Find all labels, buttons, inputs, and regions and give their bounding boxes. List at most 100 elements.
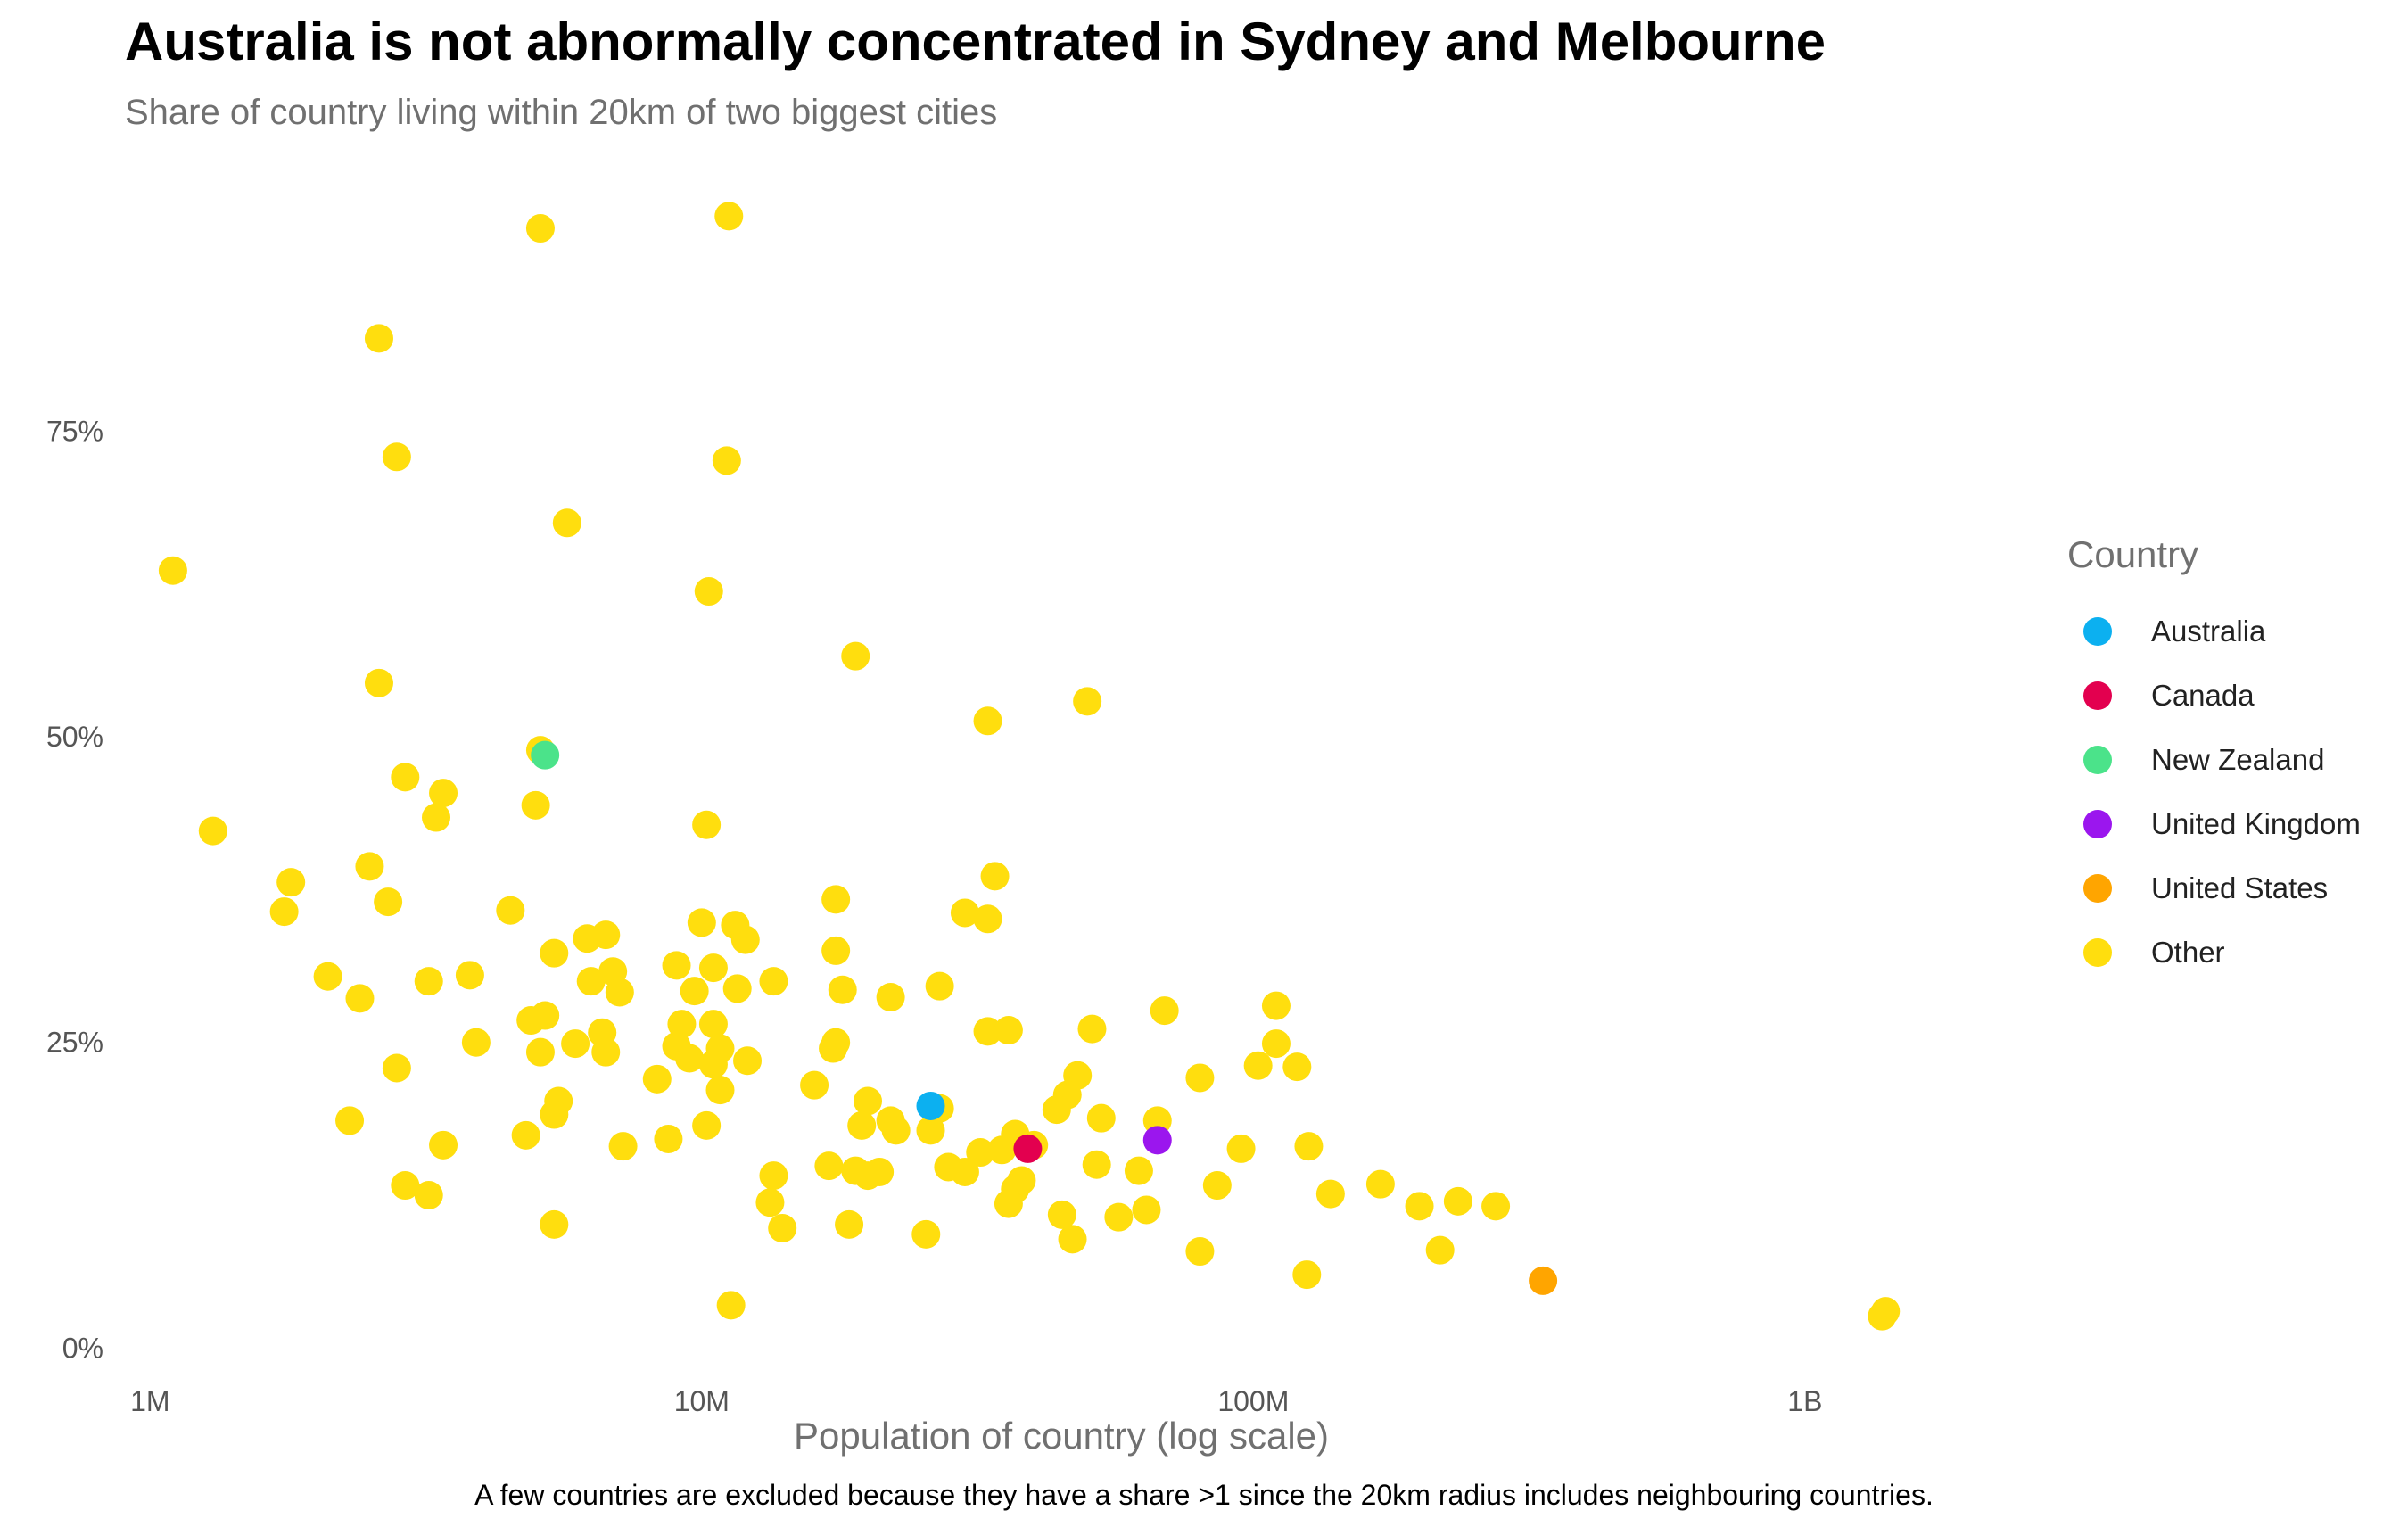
point-other xyxy=(158,556,187,585)
point-other xyxy=(345,984,375,1013)
point-other xyxy=(814,1151,844,1181)
point-other xyxy=(755,1188,785,1217)
point-other xyxy=(1042,1095,1071,1125)
point-other xyxy=(1202,1171,1232,1201)
point-other xyxy=(642,1064,672,1094)
point-other xyxy=(680,977,709,1006)
point-other xyxy=(662,951,691,980)
point-other xyxy=(692,1110,722,1140)
point-other xyxy=(768,1214,797,1242)
point-other xyxy=(1481,1192,1511,1221)
legend-item-canada: Canada xyxy=(2067,664,2361,728)
y-tick-label: 50% xyxy=(46,721,103,753)
point-other xyxy=(966,1138,995,1168)
point-other xyxy=(973,904,1002,934)
point-other xyxy=(841,641,870,671)
point-other xyxy=(525,214,555,243)
point-other xyxy=(540,1100,569,1129)
point-other xyxy=(980,862,1010,891)
point-other xyxy=(1282,1052,1312,1082)
point-other xyxy=(355,852,384,881)
point-other xyxy=(733,1046,763,1076)
data-points xyxy=(158,202,1901,1331)
point-other xyxy=(714,202,744,231)
point-other xyxy=(414,1181,443,1209)
point-other xyxy=(828,975,857,1004)
point-other xyxy=(1077,1014,1107,1044)
point-other xyxy=(987,1135,1017,1165)
legend-item-united-states: United States xyxy=(2067,856,2361,920)
point-other xyxy=(1315,1179,1345,1209)
legend-item-united-kingdom: United Kingdom xyxy=(2067,792,2361,856)
legend-dot xyxy=(2083,938,2112,967)
legend: Country Australia Canada New Zealand United… xyxy=(2067,533,2361,985)
point-other xyxy=(854,1086,883,1116)
point-other xyxy=(1150,996,1179,1026)
point-other xyxy=(835,1209,864,1239)
legend-label: United Kingdom xyxy=(2151,807,2361,840)
point-other xyxy=(705,1076,735,1105)
point-other xyxy=(1425,1235,1455,1265)
point-other xyxy=(1132,1195,1161,1225)
point-other xyxy=(722,974,752,1003)
point-other xyxy=(1185,1063,1215,1093)
point-other xyxy=(994,1189,1023,1218)
point-other xyxy=(461,1028,491,1057)
point-other xyxy=(374,887,403,917)
legend-label: Other xyxy=(2151,936,2225,969)
legend-label: United States xyxy=(2151,871,2329,904)
point-other xyxy=(1185,1237,1215,1267)
point-other xyxy=(1405,1192,1434,1221)
point-united-kingdom xyxy=(1142,1126,1172,1155)
point-united-states xyxy=(1529,1266,1558,1295)
point-other xyxy=(1292,1260,1322,1290)
point-other xyxy=(973,1017,1002,1046)
x-tick-label: 100M xyxy=(1217,1385,1289,1417)
legend-item-other: Other xyxy=(2067,920,2361,985)
point-other xyxy=(994,1016,1023,1044)
point-other xyxy=(1443,1186,1472,1216)
point-other xyxy=(712,446,741,475)
x-tick-label: 1B xyxy=(1787,1385,1822,1417)
point-other xyxy=(605,978,634,1007)
point-other xyxy=(561,1029,590,1059)
caption: A few countries are excluded because the… xyxy=(474,1479,1934,1511)
point-other xyxy=(1082,1150,1111,1179)
legend-label: Canada xyxy=(2151,679,2255,712)
point-other xyxy=(1058,1225,1087,1254)
point-other xyxy=(382,1053,411,1083)
point-other xyxy=(821,885,851,914)
point-other xyxy=(847,1110,877,1140)
point-other xyxy=(675,1044,705,1073)
point-other xyxy=(1261,1029,1291,1059)
point-other xyxy=(608,1132,638,1161)
point-other xyxy=(429,1130,458,1160)
y-tick-label: 25% xyxy=(46,1027,103,1059)
x-tick-label: 10M xyxy=(674,1385,730,1417)
point-other xyxy=(819,1034,848,1063)
point-australia xyxy=(916,1091,945,1120)
point-other xyxy=(422,803,451,832)
point-canada xyxy=(1013,1134,1043,1163)
y-tick-label: 0% xyxy=(62,1332,103,1364)
point-other xyxy=(391,1171,420,1201)
legend-title: Country xyxy=(2067,533,2199,575)
point-other xyxy=(881,1116,911,1145)
legend-dot xyxy=(2083,874,2112,903)
point-other xyxy=(429,779,458,808)
point-other xyxy=(821,936,851,965)
y-axis-ticks: 0% 25% 50% 75% xyxy=(46,416,103,1365)
point-other xyxy=(759,1161,788,1191)
point-other xyxy=(1073,687,1102,716)
point-other xyxy=(730,925,760,954)
point-other xyxy=(716,1291,746,1320)
point-other xyxy=(364,668,393,697)
legend-dot xyxy=(2083,810,2112,838)
point-other xyxy=(759,967,788,996)
point-other xyxy=(654,1124,683,1153)
legend-dot xyxy=(2083,746,2112,774)
point-other xyxy=(1086,1103,1116,1133)
point-other xyxy=(698,1010,728,1039)
point-other xyxy=(692,810,722,839)
